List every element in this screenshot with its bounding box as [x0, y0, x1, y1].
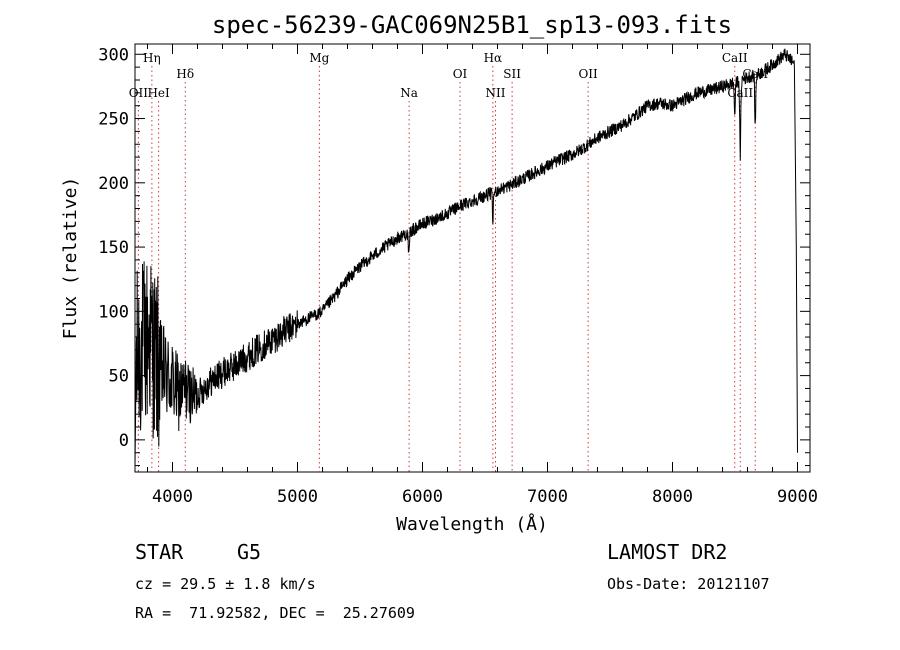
redshift-velocity: cz = 29.5 ± 1.8 km/s [135, 575, 316, 593]
object-subclass: G5 [237, 540, 262, 564]
plot-frame [134, 43, 811, 473]
x-tick-label: 6000 [402, 487, 443, 507]
observation-date: Obs-Date: 20121107 [607, 575, 770, 593]
y-tick-label: 150 [98, 238, 129, 258]
line-marker-label: Hα [484, 51, 503, 65]
line-marker-label: CaII [722, 51, 748, 65]
y-tick-label: 250 [98, 110, 129, 130]
line-marker-label: CaII [727, 86, 753, 100]
y-tick-label: 200 [98, 174, 129, 194]
x-tick-label: 9000 [777, 487, 818, 507]
line-marker-label: OI [453, 67, 468, 81]
object-class: STAR [135, 540, 184, 564]
chart-title: spec-56239-GAC069N25B1_sp13-093.fits [212, 11, 732, 39]
sky-coordinates: RA = 71.92582, DEC = 25.27609 [135, 604, 415, 622]
line-marker-label: Hδ [176, 67, 194, 81]
y-axis-label: Flux (relative) [60, 177, 81, 340]
y-tick-label: 100 [98, 302, 129, 322]
y-tick-label: 0 [119, 431, 129, 451]
y-tick-label: 50 [109, 367, 129, 387]
x-tick-label: 7000 [527, 487, 568, 507]
line-marker-label: SII [503, 67, 521, 81]
series-layer [134, 48, 798, 466]
x-tick-label: 8000 [652, 487, 693, 507]
line-marker-label: NII [486, 86, 506, 100]
line-marker-label: Na [400, 86, 418, 100]
spectrum-line [134, 48, 798, 466]
x-axis-label: Wavelength (Å) [396, 513, 548, 535]
line-marker-label: Mg [309, 51, 329, 65]
survey-name: LAMOST DR2 [607, 540, 728, 564]
y-tick-label: 300 [98, 45, 129, 65]
line-marker-label: HeI [147, 86, 170, 100]
x-tick-label: 4000 [152, 487, 193, 507]
line-marker-label: Hη [143, 51, 161, 65]
line-marker-label: OII [578, 67, 598, 81]
axes: 4000 5000 6000 7000 8000 9000 0 50 100 150 200 250 3… [98, 44, 818, 507]
x-tick-label: 5000 [277, 487, 318, 507]
